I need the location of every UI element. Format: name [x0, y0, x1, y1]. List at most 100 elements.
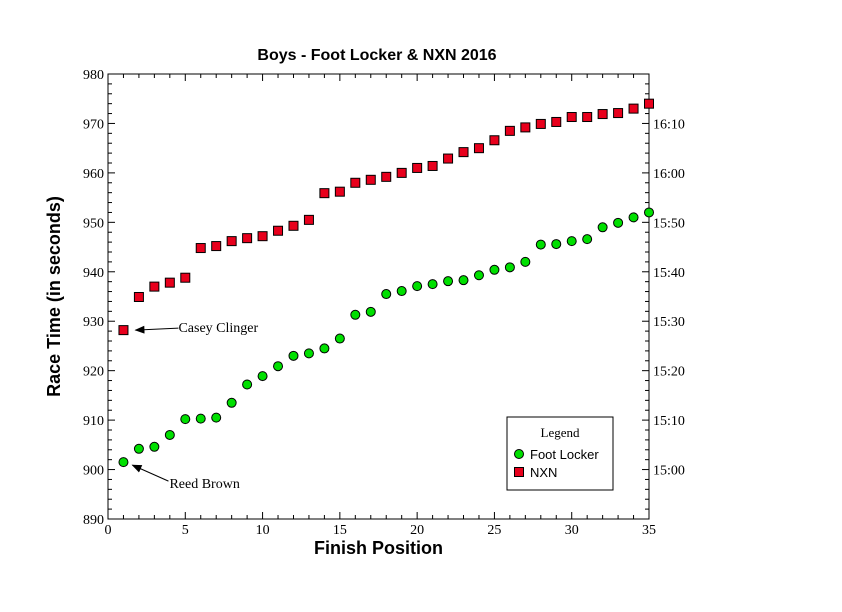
nxn-point	[180, 272, 191, 283]
data-points	[118, 98, 654, 468]
y-tick-label: 980	[83, 68, 104, 83]
nxn-point	[628, 103, 639, 114]
y-tick-label: 960	[83, 167, 104, 182]
footlocker-point	[273, 361, 284, 372]
nxn-point	[288, 220, 299, 231]
nxn-point	[396, 167, 407, 178]
footlocker-point	[458, 275, 469, 286]
y2-tick-label: 16:00	[653, 167, 685, 182]
y-tick-label: 920	[83, 365, 104, 380]
annotation-reed-brown: Reed Brown	[169, 477, 239, 492]
nxn-point	[273, 225, 284, 236]
nxn-point	[412, 162, 423, 173]
footlocker-point	[412, 281, 423, 292]
nxn-point	[520, 122, 531, 133]
nxn-point	[489, 135, 500, 146]
y2-tick-label: 15:30	[653, 315, 685, 330]
nxn-point	[133, 291, 144, 302]
footlocker-point	[118, 457, 129, 468]
nxn-point	[473, 143, 484, 154]
nxn-point	[164, 277, 175, 288]
y2-tick-label: 15:40	[653, 266, 685, 281]
nxn-point	[535, 118, 546, 129]
footlocker-point	[597, 222, 608, 233]
footlocker-point	[566, 236, 577, 247]
y-tick-label: 900	[83, 464, 104, 479]
footlocker-point	[644, 207, 654, 218]
footlocker-point	[211, 412, 222, 423]
x-axis-label: Finish Position	[314, 538, 443, 558]
x-tick-label: 15	[333, 523, 347, 538]
x-tick-label: 20	[410, 523, 424, 538]
nxn-point	[319, 188, 330, 199]
nxn-point	[381, 171, 392, 182]
nxn-point	[211, 241, 222, 252]
footlocker-point	[427, 279, 438, 290]
nxn-point	[365, 174, 376, 185]
y-tick-label: 930	[83, 315, 104, 330]
y2-tick-label: 15:20	[653, 365, 685, 380]
x-tick-label: 0	[105, 523, 112, 538]
x-tick-label: 25	[487, 523, 501, 538]
y2-tick-label: 16:10	[653, 117, 685, 132]
legend-label: NXN	[530, 465, 557, 480]
y-tick-label: 940	[83, 266, 104, 281]
legend-nxn-marker	[514, 467, 524, 477]
nxn-point	[149, 281, 160, 292]
x-tick-label: 10	[256, 523, 270, 538]
footlocker-point	[319, 343, 330, 354]
footlocker-point	[628, 212, 639, 223]
footlocker-point	[396, 286, 407, 297]
nxn-point	[597, 109, 608, 120]
y-tick-label: 950	[83, 216, 104, 231]
footlocker-point	[303, 348, 314, 359]
footlocker-point	[535, 239, 546, 250]
footlocker-point	[180, 414, 191, 425]
annotation-arrow	[134, 325, 179, 334]
nxn-point	[195, 243, 206, 254]
legend-box	[506, 416, 614, 491]
legend-title: Legend	[541, 425, 580, 440]
legend: Legend Foot Locker NXN	[506, 416, 614, 491]
legend-label: Foot Locker	[530, 447, 599, 462]
nxn-point	[582, 112, 593, 123]
annotation-casey-clinger: Casey Clinger	[178, 321, 258, 336]
footlocker-point	[350, 309, 361, 320]
legend-items: Foot Locker NXN	[514, 447, 599, 480]
footlocker-point	[381, 289, 392, 300]
x-tick-label: 35	[642, 523, 656, 538]
nxn-point	[350, 177, 361, 188]
nxn-point	[427, 160, 438, 171]
y2-tick-label: 15:10	[653, 414, 685, 429]
footlocker-point	[504, 262, 515, 273]
footlocker-point	[551, 239, 562, 250]
footlocker-point	[164, 429, 175, 440]
footlocker-point	[288, 350, 299, 361]
nxn-point	[242, 233, 253, 244]
nxn-point	[257, 231, 268, 242]
nxn-point	[118, 325, 129, 336]
y2-tick-label: 15:50	[653, 216, 685, 231]
footlocker-point	[242, 379, 253, 390]
footlocker-point	[582, 234, 593, 245]
y-tick-label: 890	[83, 513, 104, 528]
footlocker-point	[473, 270, 484, 281]
x-tick-label: 5	[182, 523, 189, 538]
nxn-point	[443, 153, 454, 164]
footlocker-point	[520, 256, 531, 267]
nxn-point	[551, 116, 562, 127]
nxn-point	[303, 214, 314, 225]
footlocker-point	[613, 217, 624, 228]
nxn-point	[504, 125, 515, 136]
y-axis-label: Race Time (in seconds)	[44, 196, 64, 397]
annotation-arrow	[131, 464, 169, 482]
chart-title: Boys - Foot Locker & NXN 2016	[257, 47, 496, 64]
nxn-point	[334, 186, 345, 197]
footlocker-point	[334, 333, 345, 344]
y-tick-label: 910	[83, 414, 104, 429]
footlocker-point	[195, 413, 206, 424]
legend-footlocker-marker	[514, 449, 524, 459]
annotations: Casey Clinger Reed Brown	[131, 321, 259, 492]
footlocker-point	[489, 264, 500, 275]
